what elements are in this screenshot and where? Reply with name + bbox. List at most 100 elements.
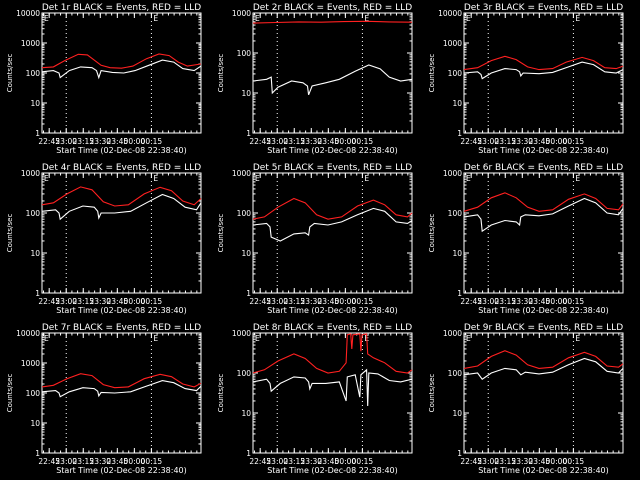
- x-axis-title: Start Time (02-Dec-08 22:38:40): [267, 146, 398, 155]
- x-tick-label: 00:00: [546, 137, 568, 146]
- y-tick-label: 100: [448, 209, 463, 218]
- chart-panel-4: Det 4r BLACK = Events, RED = LLD 1 10 100 10…: [6, 163, 202, 315]
- chart-panel-3: Det 3r BLACK = Events, RED = LLD 1 10 100 10…: [428, 3, 624, 155]
- series-events-line: [41, 59, 202, 80]
- y-tick-label: 1000: [443, 329, 462, 338]
- y-tick-label: 1: [35, 449, 40, 458]
- x-tick-label: 23:15: [494, 137, 516, 146]
- y-tick-label: 10: [452, 99, 462, 108]
- x-tick-label: 00:00: [546, 297, 568, 306]
- x-tick-label: 00:00: [124, 297, 146, 306]
- y-tick-label: 1: [457, 449, 462, 458]
- y-tick-label: 10: [452, 249, 462, 258]
- series-events-line: [463, 357, 624, 380]
- marker-label: E: [575, 174, 580, 183]
- marker-label: E: [466, 174, 471, 183]
- series-events-line: [463, 61, 624, 80]
- y-axis-title: Counts/sec: [6, 214, 14, 253]
- y-tick-label: 10: [241, 409, 251, 418]
- x-tick-label: 23:45: [107, 457, 129, 466]
- y-tick-label: 1000: [443, 39, 462, 48]
- x-tick-label: 22:45: [249, 137, 271, 146]
- y-tick-label: 1000: [232, 169, 251, 178]
- x-tick-label: 23:15: [72, 297, 94, 306]
- chart-title: Det 1r BLACK = Events, RED = LLD: [42, 3, 201, 13]
- marker-label: E: [575, 334, 580, 343]
- x-tick-label: 00:00: [546, 457, 568, 466]
- chart-title: Det 5r BLACK = Events, RED = LLD: [253, 163, 412, 173]
- y-tick-label: 100: [448, 69, 463, 78]
- y-tick-label: 1: [35, 289, 40, 298]
- x-tick-label: 22:45: [249, 297, 271, 306]
- y-tick-label: 10: [452, 409, 462, 418]
- x-tick-label: 23:00: [477, 297, 499, 306]
- x-tick-label: 23:00: [266, 137, 288, 146]
- x-tick-label: 23:00: [55, 457, 77, 466]
- series-lld-line: [252, 20, 413, 24]
- chart-title: Det 2r BLACK = Events, RED = LLD: [253, 3, 412, 13]
- x-tick-label: 00:15: [352, 457, 374, 466]
- marker-label: E: [44, 14, 49, 23]
- series-events-line: [41, 193, 202, 221]
- chart-title: Det 8r BLACK = Events, RED = LLD: [253, 323, 412, 333]
- y-tick-label: 10: [30, 419, 40, 428]
- x-tick-label: 23:15: [72, 457, 94, 466]
- x-tick-label: 23:30: [300, 457, 322, 466]
- y-tick-label: 100: [26, 69, 41, 78]
- x-tick-label: 00:00: [335, 137, 357, 146]
- y-tick-label: 1000: [232, 329, 251, 338]
- plot-frame: [252, 12, 413, 134]
- x-tick-label: 23:00: [477, 457, 499, 466]
- series-events-line: [41, 380, 202, 398]
- x-tick-label: 23:15: [283, 137, 305, 146]
- series-lld-line: [41, 373, 202, 389]
- marker-label: E: [466, 14, 471, 23]
- y-tick-label: 10: [30, 99, 40, 108]
- x-tick-label: 23:45: [529, 297, 551, 306]
- y-tick-label: 10: [241, 89, 251, 98]
- x-tick-label: 23:45: [529, 457, 551, 466]
- x-tick-label: 00:15: [352, 137, 374, 146]
- x-tick-label: 00:15: [141, 297, 163, 306]
- x-tick-label: 00:15: [563, 297, 585, 306]
- x-tick-label: 23:45: [107, 297, 129, 306]
- x-tick-label: 22:45: [38, 137, 60, 146]
- plot-frame: [252, 332, 413, 454]
- x-tick-label: 23:30: [511, 457, 533, 466]
- x-tick-label: 23:45: [318, 457, 340, 466]
- x-axis-title: Start Time (02-Dec-08 22:38:40): [478, 146, 609, 155]
- x-axis-title: Start Time (02-Dec-08 22:38:40): [56, 306, 187, 315]
- series-lld-line: [252, 197, 413, 220]
- x-tick-label: 00:15: [563, 457, 585, 466]
- y-tick-label: 10000: [438, 9, 462, 18]
- x-tick-label: 23:30: [300, 297, 322, 306]
- y-tick-label: 10000: [16, 9, 40, 18]
- y-tick-label: 100: [237, 209, 252, 218]
- chart-title: Det 9r BLACK = Events, RED = LLD: [464, 323, 623, 333]
- chart-title: Det 7r BLACK = Events, RED = LLD: [42, 323, 201, 333]
- y-tick-label: 100: [26, 209, 41, 218]
- x-axis-title: Start Time (02-Dec-08 22:38:40): [478, 466, 609, 475]
- x-tick-label: 23:45: [318, 297, 340, 306]
- y-axis-title: Counts/sec: [428, 54, 436, 93]
- y-tick-label: 100: [26, 389, 41, 398]
- x-axis-title: Start Time (02-Dec-08 22:38:40): [56, 146, 187, 155]
- y-tick-label: 1000: [21, 359, 40, 368]
- marker-label: E: [575, 14, 580, 23]
- x-tick-label: 00:15: [141, 457, 163, 466]
- plot-frame: [41, 172, 202, 294]
- x-tick-label: 22:45: [460, 297, 482, 306]
- y-axis-title: Counts/sec: [6, 54, 14, 93]
- x-axis-title: Start Time (02-Dec-08 22:38:40): [267, 466, 398, 475]
- x-tick-label: 23:00: [55, 297, 77, 306]
- x-tick-label: 00:00: [335, 457, 357, 466]
- chart-panel-2: Det 2r BLACK = Events, RED = LLD 1 10 100 10…: [217, 3, 413, 155]
- y-axis-title: Counts/sec: [217, 214, 225, 253]
- x-tick-label: 23:00: [55, 137, 77, 146]
- series-lld-line: [463, 192, 624, 212]
- y-tick-label: 100: [237, 49, 252, 58]
- chart-panel-5: Det 5r BLACK = Events, RED = LLD 1 10 100 10…: [217, 163, 413, 315]
- series-lld-line: [463, 350, 624, 369]
- marker-label: E: [153, 334, 158, 343]
